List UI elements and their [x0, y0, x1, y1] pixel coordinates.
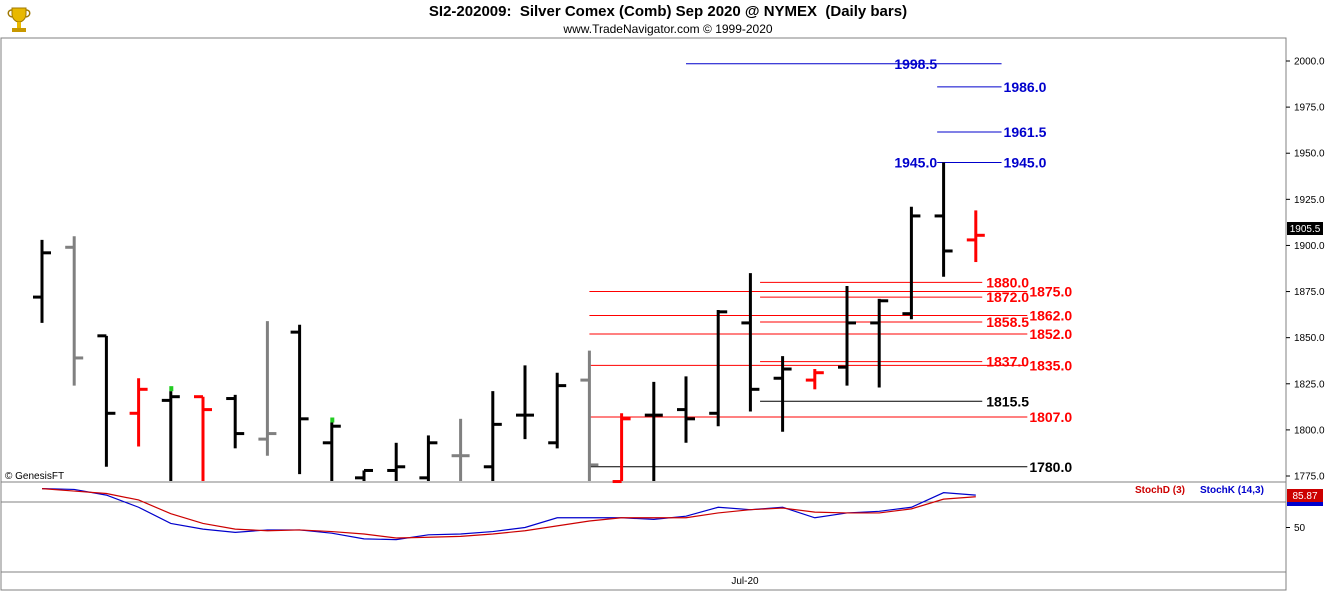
level-lines: 1998.5 1986.0 1961.5 1945.0 1945.0 1880.01875…	[589, 56, 1072, 475]
level-label: 1852.0	[1029, 326, 1072, 342]
price-tick-label: 1800.0	[1294, 425, 1325, 436]
stoch-d-legend: StochD (3)	[1135, 485, 1185, 496]
level-label: 1961.5	[1004, 124, 1047, 140]
stoch-tick-label: 50	[1294, 523, 1306, 534]
price-tick-label: 2000.0	[1294, 57, 1325, 68]
price-tick-label: 1775.0	[1294, 472, 1325, 483]
level-label: 1862.0	[1029, 308, 1072, 324]
price-tick-label: 1975.0	[1294, 103, 1325, 114]
stoch-axis: 50	[1286, 523, 1306, 534]
last-price-label: 1905.5	[1290, 224, 1321, 235]
trophy-icon	[7, 7, 31, 32]
last-price-marker	[1287, 222, 1323, 235]
level-label: 1945.0	[1004, 154, 1047, 170]
price-bars	[33, 162, 985, 484]
price-tick-label: 1875.0	[1294, 287, 1325, 298]
stoch-value-underline	[1287, 502, 1323, 506]
level-label: 1875.0	[1029, 284, 1072, 300]
price-bar-flag	[169, 386, 174, 392]
xaxis-label: Jul-20	[731, 576, 759, 587]
price-tick-label: 1825.0	[1294, 379, 1325, 390]
price-tick-label: 1950.0	[1294, 149, 1325, 160]
level-label: 1986.0	[1004, 79, 1047, 95]
xaxis-strip	[0, 571, 1287, 591]
stoch-k-legend: StochK (14,3)	[1200, 485, 1264, 496]
price-tick-label: 1925.0	[1294, 195, 1325, 206]
watermark: © GenesisFT	[5, 471, 64, 482]
level-label: 1815.5	[986, 393, 1029, 409]
level-label: 1945.0	[894, 154, 937, 170]
level-label: 1780.0	[1029, 459, 1072, 475]
level-label: 1998.5	[894, 56, 937, 72]
stoch-value-marker	[1287, 489, 1323, 502]
stoch-k-line	[41, 488, 976, 541]
level-label: 1872.0	[986, 289, 1029, 305]
price-axis: 1775.0 1800.0 1825.0 1850.0 1875.0 1900.0 1925…	[1286, 57, 1325, 483]
chart-title: SI2-202009: Silver Comex (Comb) Sep 2020…	[428, 3, 908, 20]
level-label: 1837.0	[986, 354, 1029, 370]
stoch-lines	[41, 488, 976, 541]
chart-subtitle: www.TradeNavigator.com © 1999-2020	[563, 22, 773, 36]
level-label: 1807.0	[1029, 409, 1072, 425]
price-tick-label: 1850.0	[1294, 333, 1325, 344]
level-label: 1858.5	[986, 314, 1029, 330]
level-label: 1880.0	[986, 274, 1029, 290]
price-tick-label: 1900.0	[1294, 241, 1325, 252]
stoch-panel-frame	[0, 481, 1287, 573]
price-bar-flag	[330, 417, 335, 423]
stoch-d-line	[41, 488, 976, 539]
price-panel-frame	[0, 37, 1287, 483]
stoch-value-label: 85.87	[1292, 491, 1317, 502]
level-label: 1835.0	[1029, 357, 1072, 373]
